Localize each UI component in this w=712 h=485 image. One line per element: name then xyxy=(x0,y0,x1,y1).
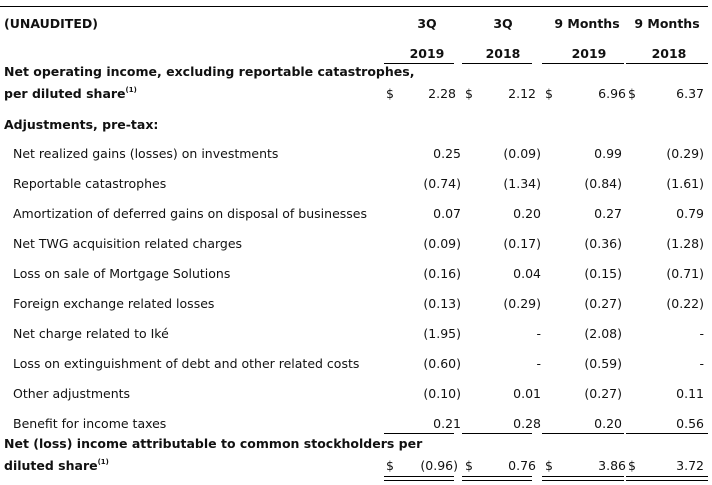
row-value: 0.21 xyxy=(433,416,461,431)
row-value: 0.04 xyxy=(513,266,541,281)
noi-dollar-4: $ xyxy=(628,86,636,101)
row-value: (1.34) xyxy=(503,176,541,191)
row-label: Other adjustments xyxy=(13,386,131,401)
row-value: (0.16) xyxy=(423,266,461,281)
row-value: - xyxy=(536,356,541,371)
row-value: (0.17) xyxy=(503,236,541,251)
row-label: Net realized gains (losses) on investmen… xyxy=(13,146,279,161)
subtotal-rule-1 xyxy=(384,433,454,434)
row-value: 0.07 xyxy=(433,206,461,221)
row-value: (0.84) xyxy=(584,176,622,191)
header-rule-1 xyxy=(384,63,454,64)
row-value: 0.25 xyxy=(433,146,461,161)
noi-footnote: (1) xyxy=(125,85,137,94)
header-rule-2 xyxy=(462,63,532,64)
noi-dollar-1: $ xyxy=(386,86,394,101)
row-value: (1.28) xyxy=(666,236,704,251)
row-value: (1.61) xyxy=(666,176,704,191)
net-value-2: 0.76 xyxy=(508,458,536,473)
total-double-rule-3 xyxy=(542,476,624,481)
net-dollar-3: $ xyxy=(545,458,553,473)
adjustments-heading: Adjustments, pre-tax: xyxy=(4,117,159,132)
row-value: 0.79 xyxy=(676,206,704,221)
noi-value-3: 6.96 xyxy=(598,86,626,101)
row-value: (0.59) xyxy=(584,356,622,371)
col-header-3-top: 9 Months xyxy=(554,16,620,31)
row-value: (0.10) xyxy=(423,386,461,401)
net-dollar-4: $ xyxy=(628,458,636,473)
header-rule-3 xyxy=(542,63,624,64)
net-label-line2: diluted share(1) xyxy=(4,457,109,473)
col-header-4-bottom: 2018 xyxy=(651,46,687,61)
row-label: Foreign exchange related losses xyxy=(13,296,215,311)
subtotal-rule-4 xyxy=(626,433,708,434)
subtotal-rule-3 xyxy=(542,433,624,434)
unaudited-label: (UNAUDITED) xyxy=(4,16,98,31)
net-dollar-2: $ xyxy=(465,458,473,473)
row-value: 0.01 xyxy=(513,386,541,401)
col-header-4-top: 9 Months xyxy=(634,16,700,31)
row-value: (0.22) xyxy=(666,296,704,311)
row-value: (1.95) xyxy=(423,326,461,341)
row-value: (0.09) xyxy=(503,146,541,161)
row-value: (0.60) xyxy=(423,356,461,371)
row-value: (0.15) xyxy=(584,266,622,281)
total-double-rule-4 xyxy=(626,476,708,481)
col-header-1-bottom: 2019 xyxy=(409,46,445,61)
total-double-rule-1 xyxy=(384,476,454,481)
noi-dollar-2: $ xyxy=(465,86,473,101)
row-label: Benefit for income taxes xyxy=(13,416,167,431)
row-value: 0.99 xyxy=(594,146,622,161)
row-value: (0.71) xyxy=(666,266,704,281)
row-value: (0.74) xyxy=(423,176,461,191)
col-header-3-bottom: 2019 xyxy=(571,46,607,61)
net-value-4: 3.72 xyxy=(676,458,704,473)
row-label: Loss on extinguishment of debt and other… xyxy=(13,356,360,371)
row-label: Amortization of deferred gains on dispos… xyxy=(13,206,367,221)
row-label: Reportable catastrophes xyxy=(13,176,167,191)
row-value: - xyxy=(699,356,704,371)
row-value: (0.27) xyxy=(584,386,622,401)
row-value: - xyxy=(536,326,541,341)
noi-value-2: 2.12 xyxy=(508,86,536,101)
noi-label-line1: Net operating income, excluding reportab… xyxy=(4,64,415,79)
row-value: (0.13) xyxy=(423,296,461,311)
net-value-1: (0.96) xyxy=(420,458,458,473)
net-footnote: (1) xyxy=(97,457,109,466)
row-value: (0.29) xyxy=(666,146,704,161)
subtotal-rule-2 xyxy=(462,433,532,434)
row-value: (0.09) xyxy=(423,236,461,251)
col-header-1-top: 3Q xyxy=(417,16,437,31)
row-label: Net charge related to Iké xyxy=(13,326,169,341)
row-value: 0.27 xyxy=(594,206,622,221)
col-header-2-bottom: 2018 xyxy=(485,46,521,61)
noi-value-1: 2.28 xyxy=(428,86,456,101)
total-double-rule-2 xyxy=(462,476,532,481)
row-label: Net TWG acquisition related charges xyxy=(13,236,243,251)
row-value: - xyxy=(699,326,704,341)
noi-dollar-3: $ xyxy=(545,86,553,101)
row-value: (0.27) xyxy=(584,296,622,311)
row-label: Loss on sale of Mortgage Solutions xyxy=(13,266,231,281)
row-value: 0.56 xyxy=(676,416,704,431)
row-value: 0.20 xyxy=(513,206,541,221)
noi-value-4: 6.37 xyxy=(676,86,704,101)
top-rule xyxy=(0,6,708,7)
header-rule-4 xyxy=(626,63,708,64)
row-value: (0.36) xyxy=(584,236,622,251)
net-dollar-1: $ xyxy=(386,458,394,473)
net-value-3: 3.86 xyxy=(598,458,626,473)
row-value: (0.29) xyxy=(503,296,541,311)
col-header-2-top: 3Q xyxy=(493,16,513,31)
row-value: 0.20 xyxy=(594,416,622,431)
noi-label-line2: per diluted share(1) xyxy=(4,85,137,101)
row-value: 0.11 xyxy=(676,386,704,401)
row-value: (2.08) xyxy=(584,326,622,341)
row-value: 0.28 xyxy=(513,416,541,431)
net-label-line1: Net (loss) income attributable to common… xyxy=(4,436,423,451)
